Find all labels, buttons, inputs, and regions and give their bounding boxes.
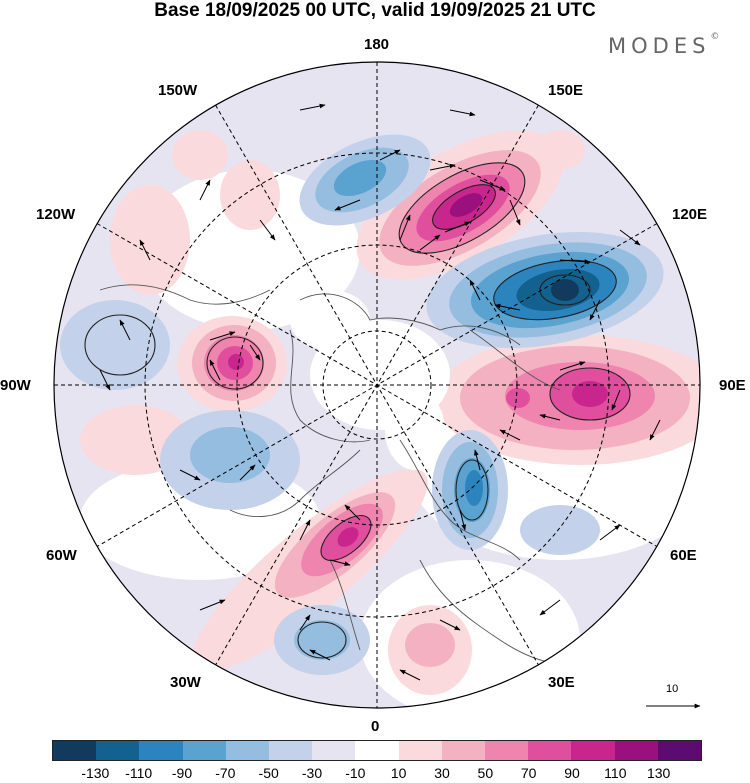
colorbar-swatch bbox=[355, 741, 399, 760]
label-60w: 60W bbox=[46, 547, 77, 564]
colorbar-tick-label: 50 bbox=[477, 765, 494, 781]
brand-logo: MODES© bbox=[608, 32, 720, 58]
colorbar-tick-label: -10 bbox=[345, 765, 366, 781]
label-60e: 60E bbox=[670, 547, 697, 564]
colorbar-swatch bbox=[139, 741, 183, 760]
colorbar-swatch bbox=[53, 741, 97, 760]
label-150w: 150W bbox=[158, 82, 198, 99]
colorbar-tick-label: -90 bbox=[171, 765, 193, 781]
colorbar-tick-label: -30 bbox=[301, 765, 323, 781]
wind-vectors bbox=[99, 103, 661, 681]
colorbar-swatch bbox=[269, 741, 313, 760]
positive-anomaly-90w bbox=[177, 316, 287, 412]
brand-name: MODES bbox=[608, 34, 711, 58]
graticule bbox=[54, 62, 700, 708]
colorbar-swatch bbox=[312, 741, 356, 760]
colorbar-swatch bbox=[398, 741, 442, 760]
colorbar-swatch bbox=[485, 741, 529, 760]
label-30e: 30E bbox=[548, 674, 575, 691]
colorbar-swatch bbox=[614, 741, 658, 760]
map-boundary bbox=[53, 61, 701, 709]
colorbar-swatch bbox=[441, 741, 486, 760]
colorbar-swatch bbox=[571, 741, 615, 760]
positive-anomaly-150e bbox=[356, 130, 564, 280]
label-90w: 90W bbox=[0, 377, 31, 394]
colorbar-tick-label: 90 bbox=[564, 765, 580, 781]
colorbar-ticks: -130 -110 -90 -70 -50 -30 -10 10 30 50 70 90 110 130 bbox=[0, 765, 750, 783]
colorbar-swatch bbox=[225, 741, 270, 760]
label-120e: 120E bbox=[672, 206, 708, 223]
colorbar-tick-label: 110 bbox=[604, 765, 627, 781]
label-0: 0 bbox=[371, 718, 380, 735]
label-120w: 120W bbox=[36, 206, 76, 223]
positive-anomaly-90e bbox=[435, 335, 700, 465]
negative-anomaly-40e bbox=[432, 430, 508, 550]
colorbar-swatch bbox=[182, 741, 226, 760]
colorbar-tick-label: 70 bbox=[520, 765, 537, 781]
colorbar-tick-label: -50 bbox=[258, 765, 279, 781]
colorbar-swatch bbox=[528, 741, 572, 760]
anomaly-field bbox=[54, 62, 700, 708]
colorbar-tick-label: -110 bbox=[125, 765, 153, 781]
colorbar bbox=[52, 740, 702, 761]
reference-vector-label: 10 bbox=[666, 683, 679, 695]
colorbar-swatch bbox=[96, 741, 140, 760]
negative-anomaly-170e bbox=[299, 134, 431, 226]
label-150e: 150E bbox=[548, 82, 584, 99]
label-180: 180 bbox=[364, 36, 390, 53]
map-title: Base 18/09/2025 00 UTC, valid 19/09/2025… bbox=[154, 0, 596, 21]
colorbar-tick-label: 130 bbox=[646, 765, 671, 781]
colorbar-tick-label: -70 bbox=[215, 765, 236, 781]
brand-mark: © bbox=[710, 32, 720, 42]
contour-lines bbox=[84, 162, 631, 659]
colorbar-tick-label: 10 bbox=[390, 765, 407, 781]
colorbar-tick-label: 30 bbox=[434, 765, 450, 781]
label-90e: 90E bbox=[719, 377, 746, 394]
colorbar-tick-label: -130 bbox=[81, 765, 110, 781]
colorbar-swatch bbox=[657, 741, 702, 760]
label-30w: 30W bbox=[170, 674, 201, 691]
positive-anomaly-minor bbox=[80, 130, 585, 695]
